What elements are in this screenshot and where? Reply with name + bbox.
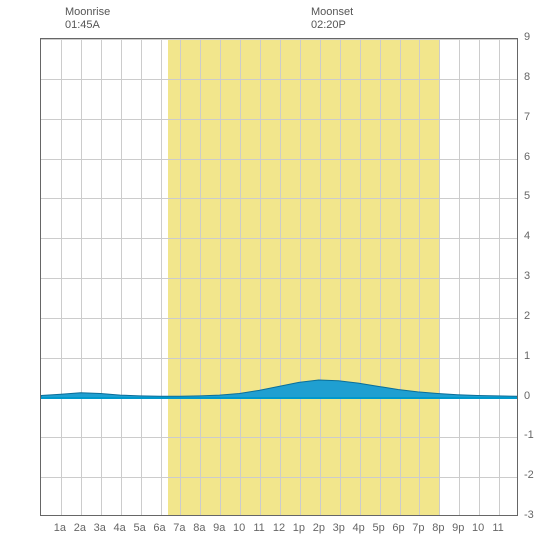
gridline-v: [340, 39, 341, 515]
x-tick-label: 3p: [333, 522, 345, 534]
gridline-v: [200, 39, 201, 515]
x-tick-label: 10: [233, 522, 245, 534]
tide-path: [41, 380, 517, 398]
gridline-v: [101, 39, 102, 515]
gridline-h: [41, 39, 517, 40]
x-tick-label: 9p: [452, 522, 464, 534]
gridline-v: [459, 39, 460, 515]
gridline-v: [320, 39, 321, 515]
gridline-v: [479, 39, 480, 515]
gridline-v: [300, 39, 301, 515]
chart-container: Moonrise 01:45A Moonset 02:20P -3-2-1012…: [0, 0, 550, 550]
moonrise-label: Moonrise: [65, 6, 110, 19]
x-tick-label: 10: [472, 522, 484, 534]
gridline-h: [41, 318, 517, 319]
x-tick-label: 5p: [372, 522, 384, 534]
gridline-h: [41, 159, 517, 160]
gridline-h: [41, 198, 517, 199]
x-tick-label: 1a: [54, 522, 66, 534]
gridline-v: [180, 39, 181, 515]
y-tick-label: 3: [524, 270, 530, 282]
gridline-v: [499, 39, 500, 515]
x-tick-label: 4p: [353, 522, 365, 534]
moonset-block: Moonset 02:20P: [311, 6, 353, 32]
gridline-v: [81, 39, 82, 515]
y-tick-label: -2: [524, 469, 534, 481]
gridline-h: [41, 79, 517, 80]
gridline-v: [400, 39, 401, 515]
moonrise-time: 01:45A: [65, 19, 110, 32]
zero-line: [41, 397, 517, 399]
y-tick-label: 1: [524, 350, 530, 362]
x-tick-label: 6p: [392, 522, 404, 534]
x-tick-label: 5a: [133, 522, 145, 534]
x-tick-label: 11: [492, 522, 503, 534]
gridline-h: [41, 437, 517, 438]
plot-area: [40, 38, 518, 516]
gridline-v: [240, 39, 241, 515]
gridline-h: [41, 477, 517, 478]
gridline-v: [61, 39, 62, 515]
gridline-v: [121, 39, 122, 515]
gridline-v: [220, 39, 221, 515]
y-tick-label: 9: [524, 31, 530, 43]
y-tick-label: 4: [524, 230, 530, 242]
x-tick-label: 7a: [173, 522, 185, 534]
y-tick-label: 6: [524, 151, 530, 163]
x-tick-label: 4a: [114, 522, 126, 534]
moonset-time: 02:20P: [311, 19, 353, 32]
gridline-h: [41, 238, 517, 239]
y-tick-label: 5: [524, 190, 530, 202]
gridline-v: [380, 39, 381, 515]
x-tick-label: 11: [253, 522, 264, 534]
gridline-v: [161, 39, 162, 515]
gridline-h: [41, 278, 517, 279]
moonrise-block: Moonrise 01:45A: [65, 6, 110, 32]
gridline-v: [141, 39, 142, 515]
gridline-v: [439, 39, 440, 515]
x-tick-label: 2p: [313, 522, 325, 534]
y-tick-label: 8: [524, 71, 530, 83]
y-tick-label: 7: [524, 111, 530, 123]
x-tick-label: 3a: [94, 522, 106, 534]
moonset-label: Moonset: [311, 6, 353, 19]
x-tick-label: 1p: [293, 522, 305, 534]
x-tick-label: 2a: [74, 522, 86, 534]
x-tick-label: 8a: [193, 522, 205, 534]
gridline-v: [419, 39, 420, 515]
y-tick-label: -1: [524, 429, 534, 441]
x-tick-label: 9a: [213, 522, 225, 534]
y-tick-label: 0: [524, 390, 530, 402]
x-tick-label: 8p: [432, 522, 444, 534]
gridline-h: [41, 358, 517, 359]
gridline-v: [360, 39, 361, 515]
y-tick-label: -3: [524, 509, 534, 521]
x-tick-label: 7p: [412, 522, 424, 534]
y-tick-label: 2: [524, 310, 530, 322]
gridline-v: [260, 39, 261, 515]
x-tick-label: 12: [273, 522, 285, 534]
x-tick-label: 6a: [153, 522, 165, 534]
gridline-h: [41, 119, 517, 120]
gridline-v: [280, 39, 281, 515]
